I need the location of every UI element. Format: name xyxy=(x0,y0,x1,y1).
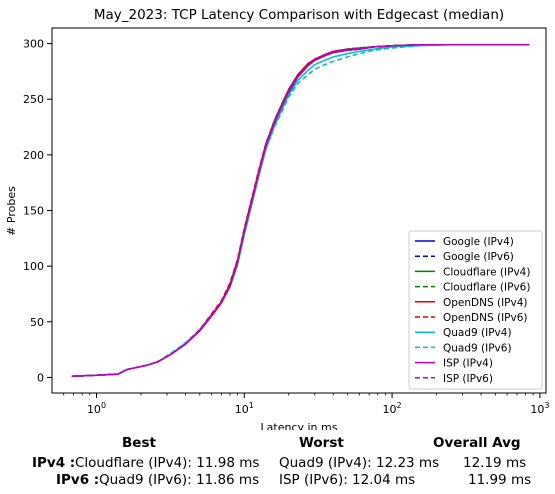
summary-row-ipv4-worst: Quad9 (IPv4): 12.23 ms xyxy=(279,455,439,471)
x-axis-label: Latency in ms xyxy=(261,421,338,430)
legend-label-3: Cloudflare (IPv6) xyxy=(443,282,530,294)
y-tick-label-3: 150 xyxy=(23,205,44,218)
legend-label-5: OpenDNS (IPv6) xyxy=(443,312,528,324)
summary-row-ipv6-best: Quad9 (IPv6): 11.86 ms xyxy=(99,472,259,488)
summary-row-ipv4-label: IPv4 : xyxy=(32,455,75,471)
summary-row-ipv6-worst: ISP (IPv6): 12.04 ms xyxy=(279,472,415,488)
legend-label-1: Google (IPv6) xyxy=(443,251,514,263)
summary-row-ipv6-avg: 11.99 ms xyxy=(468,472,531,488)
x-tick-label-0: 100 xyxy=(87,401,106,416)
legend-label-8: ISP (IPv4) xyxy=(443,358,493,370)
summary-row-ipv4-best: Cloudflare (IPv4): 11.98 ms xyxy=(75,455,259,471)
series-line-3 xyxy=(72,45,451,377)
y-axis-label: # Probes xyxy=(5,186,18,236)
series-line-7 xyxy=(72,46,418,377)
y-tick-label-2: 100 xyxy=(23,260,44,273)
y-tick-label-0: 0 xyxy=(37,371,44,384)
y-tick-label-6: 300 xyxy=(23,38,44,51)
series-line-1 xyxy=(72,45,451,377)
chart-title: May_2023: TCP Latency Comparison with Ed… xyxy=(94,7,504,23)
summary-header-avg: Overall Avg xyxy=(433,435,521,451)
series-line-5 xyxy=(72,45,451,377)
legend: Google (IPv4) Google (IPv6) Cloudflare (IP… xyxy=(409,231,542,389)
y-tick-label-5: 250 xyxy=(23,93,44,106)
summary-row-ipv4-avg: 12.19 ms xyxy=(463,455,526,471)
legend-label-7: Quad9 (IPv6) xyxy=(443,342,512,354)
legend-label-9: ISP (IPv6) xyxy=(443,373,493,385)
summary-header-best: Best xyxy=(122,435,156,451)
series-line-9 xyxy=(72,45,451,377)
legend-label-0: Google (IPv4) xyxy=(443,236,514,248)
legend-label-4: OpenDNS (IPv4) xyxy=(443,297,528,309)
x-tick-label-2: 102 xyxy=(383,401,402,416)
x-tick-label-3: 103 xyxy=(530,401,549,416)
legend-label-2: Cloudflare (IPv4) xyxy=(443,266,530,278)
summary-row-ipv6-label: IPv6 : xyxy=(56,472,99,488)
y-tick-label-4: 200 xyxy=(23,149,44,162)
summary-header-worst: Worst xyxy=(299,435,344,451)
x-tick-label-1: 101 xyxy=(235,401,254,416)
legend-label-6: Quad9 (IPv4) xyxy=(443,327,512,339)
y-tick-label-1: 50 xyxy=(30,316,44,329)
latency-cdf-chart: May_2023: TCP Latency Comparison with Ed… xyxy=(0,0,555,430)
